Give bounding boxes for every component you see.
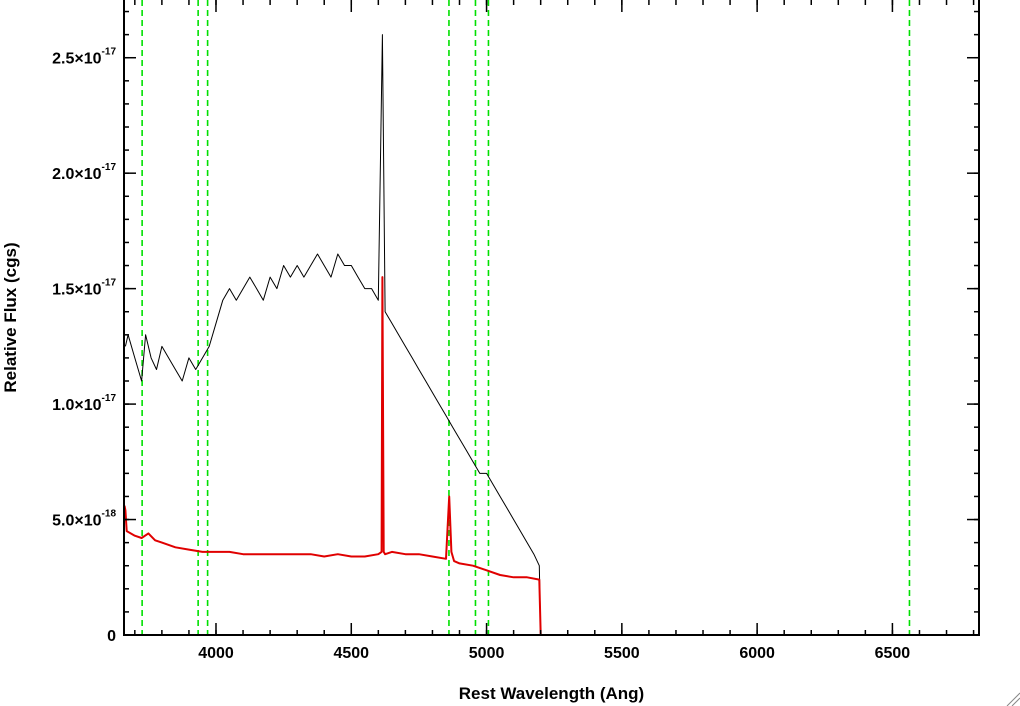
y-tick-label: 5.0×10-18 [52, 509, 116, 530]
y-tick-mantissa: 5.0×10 [52, 513, 101, 530]
y-axis-label: Relative Flux (cgs) [1, 242, 20, 392]
y-tick-exponent: -17 [102, 278, 117, 289]
y-tick-mantissa: 0 [107, 628, 116, 645]
series-layer [123, 34, 979, 636]
x-axis-label: Rest Wavelength (Ang) [459, 684, 644, 703]
y-tick-exponent: -17 [102, 393, 117, 404]
x-tick-label: 4000 [198, 645, 234, 662]
series-line-0 [124, 34, 979, 636]
plot-frame [123, 0, 980, 636]
x-tick-label: 6500 [875, 645, 911, 662]
x-tick-label: 6000 [739, 645, 775, 662]
y-tick-exponent: -17 [102, 162, 117, 173]
y-tick-exponent: -18 [102, 509, 117, 520]
y-tick-mantissa: 2.5×10 [52, 51, 101, 68]
resize-grip-icon[interactable] [1006, 692, 1020, 706]
y-tick-mantissa: 1.0×10 [52, 397, 101, 414]
y-tick-label: 1.0×10-17 [52, 393, 116, 414]
y-tick-label: 0 [107, 628, 116, 645]
y-tick-mantissa: 2.0×10 [52, 166, 101, 183]
x-tick-label: 5000 [469, 645, 505, 662]
reference-lines [141, 0, 911, 635]
y-tick-exponent: -17 [102, 47, 117, 58]
y-tick-label: 2.0×10-17 [52, 162, 116, 183]
y-tick-label: 2.5×10-17 [52, 47, 116, 68]
tick-marks [124, 0, 979, 636]
x-tick-label: 4500 [333, 645, 369, 662]
tick-labels: 4000 4500 5000 5500 6000 6500 0 5.0×10-18 1.0×10… [52, 47, 910, 662]
series-line-1 [123, 276, 979, 636]
x-tick-label: 5500 [604, 645, 640, 662]
y-tick-mantissa: 1.5×10 [52, 282, 101, 299]
y-tick-label: 1.5×10-17 [52, 278, 116, 299]
